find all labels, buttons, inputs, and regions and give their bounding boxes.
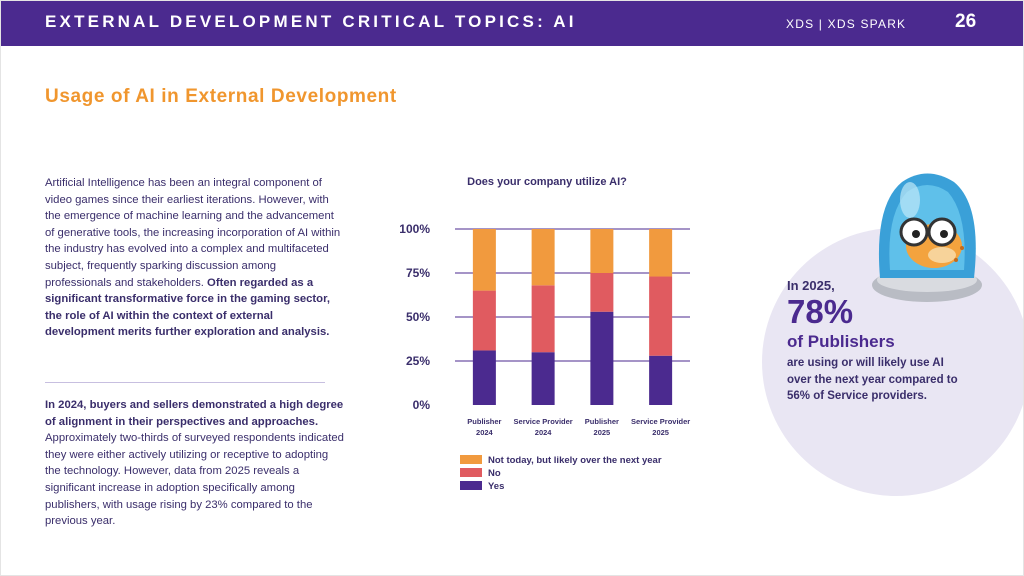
x-tick-label: 2025 (652, 428, 669, 437)
y-tick-label: 50% (406, 310, 430, 324)
bar-segment (472, 290, 496, 351)
legend-label: Not today, but likely over the next year (488, 455, 662, 466)
x-tick-label: Service Provider (514, 417, 573, 426)
x-tick-label: Publisher (585, 417, 619, 426)
callout-desc-emphasis: 56% of Service providers. (787, 390, 927, 402)
page-number: 26 (955, 11, 977, 32)
x-tick-label: 2024 (476, 428, 494, 437)
x-tick-label: 2025 (594, 428, 611, 437)
legend-label: No (488, 468, 501, 479)
callout-subject: of Publishers (787, 332, 895, 351)
ai-usage-chart: Does your company utilize AI? 0% 25% 50% 75%… (399, 176, 690, 492)
bar-segment (590, 311, 614, 405)
legend-swatch (460, 455, 482, 464)
bar-segment (649, 276, 673, 356)
findings-paragraph: In 2024, buyers and sellers demonstrated… (45, 397, 345, 530)
y-tick-label: 75% (406, 266, 430, 280)
divider (45, 382, 325, 383)
pufferfish-mascot-icon (872, 173, 982, 302)
bar-segment (590, 273, 614, 312)
callout-description: are using or will likely use AI over the… (787, 355, 967, 405)
bar-segment (590, 229, 614, 273)
brand-label: XDS | XDS SPARK (786, 17, 907, 31)
header-title: EXTERNAL DEVELOPMENT CRITICAL TOPICS: AI (45, 12, 577, 31)
bar-segment (472, 229, 496, 291)
intro-emphasis: Often regarded as a significant transfor… (45, 276, 330, 339)
y-tick-label: 100% (399, 222, 430, 236)
callout-percent: 78% (787, 293, 854, 330)
bar-segment (649, 355, 673, 405)
bar-segment (531, 352, 555, 405)
bar-segment (531, 285, 555, 353)
intro-text: Artificial Intelligence has been an inte… (45, 177, 341, 289)
findings-emphasis: In 2024, buyers and sellers demonstrated… (45, 399, 344, 428)
bar-segment (649, 229, 673, 277)
bar-segment (531, 229, 555, 286)
y-tick-label: 25% (406, 354, 430, 368)
x-tick-label: Publisher (467, 417, 501, 426)
callout-intro: In 2025, (787, 278, 835, 293)
x-tick-label: Service Provider (631, 417, 690, 426)
intro-paragraph: Artificial Intelligence has been an inte… (45, 175, 345, 341)
legend-swatch (460, 468, 482, 477)
chart-title: Does your company utilize AI? (467, 176, 627, 188)
legend-label: Yes (488, 481, 504, 492)
section-title: Usage of AI in External Development (45, 86, 397, 107)
findings-text: Approximately two-thirds of surveyed res… (45, 432, 344, 528)
callout-desc-text: are using or will likely use AI over the… (787, 357, 958, 386)
y-tick-label: 0% (413, 398, 431, 412)
legend-swatch (460, 481, 482, 490)
x-tick-label: 2024 (535, 428, 553, 437)
header-bar: EXTERNAL DEVELOPMENT CRITICAL TOPICS: AI… (0, 0, 1024, 46)
bar-segment (472, 350, 496, 405)
